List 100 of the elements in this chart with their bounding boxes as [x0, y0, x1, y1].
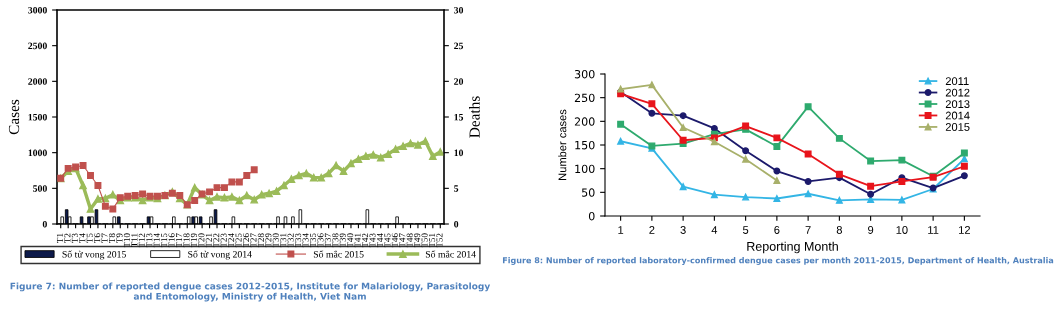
y-tick-label: 50	[582, 188, 595, 197]
x-tick-label: T41	[354, 233, 361, 248]
x-tick-label: T29	[265, 233, 272, 248]
x-tick-label: T17	[176, 233, 182, 248]
x-tick-label: 7	[805, 226, 811, 234]
x-tick-label: 8	[836, 226, 842, 234]
x-tick-label: T21	[205, 233, 212, 248]
x-tick-label: 4	[711, 226, 718, 234]
y2-tick-label: 25	[454, 42, 464, 50]
caption: Figure 8: Number of reported laboratory-confirmed dengue cases per month 2011-2015, Department of Health, Australia	[502, 257, 1054, 265]
legend-label: 2015	[945, 123, 970, 131]
y-tick-label: 300	[574, 69, 595, 79]
y-tick-label: 150	[575, 140, 595, 150]
x-tick-label: T42	[362, 233, 369, 248]
y-tick-label: 3000	[28, 6, 47, 14]
x-tick-label: T1	[56, 233, 63, 243]
x-tick-label: T26	[242, 233, 250, 248]
x-tick-label: T30	[272, 233, 279, 248]
y-axis-title: Cases	[8, 99, 20, 135]
y-tick-label: 1500	[28, 113, 47, 121]
x-tick-label: T48	[406, 233, 413, 248]
y-tick-label: 0	[588, 211, 595, 221]
x-tick-label: T46	[391, 233, 398, 248]
y2-tick-label: 30	[454, 6, 464, 14]
x-tick-label: 11	[928, 226, 939, 234]
x-tick-label: T16	[168, 233, 175, 248]
x-tick-label: T49	[414, 233, 421, 248]
y-tick-label: 2500	[28, 42, 47, 50]
y-axis-title: Number cases	[558, 109, 567, 180]
x-tick-label: 1	[618, 226, 624, 234]
x-tick-label: T11	[131, 233, 138, 248]
x-tick-label: T38	[332, 233, 339, 248]
y-tick-label: 2000	[28, 78, 47, 85]
caption: Figure 7: Number of reported dengue cases 2012-2015, Institute for Malariology, Parasitology and Entomology, Ministry of Health, Viet Nam	[10, 282, 491, 302]
x-tick-label: T50	[421, 233, 428, 248]
x-tick-label: T51	[429, 233, 436, 248]
x-tick-label: 9	[868, 226, 874, 234]
x-tick-label: T9	[116, 233, 123, 243]
y-tick-label: 500	[33, 185, 47, 192]
x-tick-label: T7	[101, 233, 108, 243]
x-tick-label: T27	[250, 233, 257, 248]
x-tick-label: T40	[347, 233, 354, 248]
y-tick-label: 0	[42, 220, 47, 228]
y-tick-label: 100	[575, 164, 595, 174]
x-tick-label: T4	[79, 233, 86, 243]
x-tick-label: T6	[94, 233, 101, 243]
x-tick-label: 6	[774, 226, 780, 234]
x-tick-label: T2	[64, 233, 71, 243]
legend-label: 2012	[945, 88, 970, 97]
x-tick-label: T5	[86, 233, 93, 243]
x-tick-label: T22	[213, 233, 220, 248]
x-tick-label: T34	[302, 233, 309, 248]
x-tick-label: T32	[287, 233, 294, 248]
y2-tick-label: 5	[454, 185, 459, 192]
x-tick-label: T39	[339, 233, 346, 248]
x-tick-label: T20	[198, 233, 205, 248]
x-tick-label: T8	[108, 233, 116, 243]
legend-label: 2013	[945, 100, 970, 108]
x-tick-label: 10	[896, 226, 908, 234]
x-tick-label: T44	[376, 233, 383, 248]
x-tick-label: T15	[161, 233, 168, 248]
x-tick-label: 3	[680, 226, 686, 234]
y2-tick-label: 10	[454, 149, 464, 157]
x-tick-label: 12	[959, 226, 970, 234]
x-tick-label: T24	[228, 233, 235, 248]
x-tick-label: T43	[369, 233, 376, 248]
y2-axis-title: Deaths	[469, 96, 480, 138]
x-tick-label: T10	[123, 233, 130, 248]
x-tick-label: T52	[436, 233, 443, 248]
x-tick-label: T35	[309, 233, 317, 248]
x-tick-label: T36	[317, 233, 324, 248]
y-tick-label: 250	[574, 93, 595, 103]
x-tick-label: T31	[280, 233, 287, 248]
x-tick-label: T45	[384, 233, 391, 248]
x-tick-label: T28	[257, 233, 264, 248]
y2-tick-label: 20	[454, 78, 464, 85]
x-tick-label: T14	[153, 233, 160, 248]
legend-label: Số tử vong 2014	[188, 250, 252, 260]
x-tick-label: 5	[742, 226, 749, 234]
legend-label: 2011	[945, 77, 969, 86]
x-tick-label: T18	[183, 233, 190, 248]
x-tick-label: T33	[295, 233, 302, 248]
x-tick-label: T47	[399, 233, 406, 248]
legend-label: Số mắc 2014	[425, 250, 476, 258]
legend-label: Số mắc 2015	[313, 250, 364, 258]
y-tick-label: 200	[574, 117, 595, 126]
x-tick-label: T37	[324, 233, 331, 248]
legend-label: Số tử vong 2015	[62, 250, 126, 260]
x-tick-label: T13	[146, 233, 153, 248]
legend-label: 2014	[945, 111, 970, 120]
x-tick-label: T25	[235, 233, 242, 248]
x-axis-title: Reporting Month	[747, 241, 838, 254]
x-tick-label: T12	[138, 233, 145, 248]
x-tick-label: T3	[71, 233, 78, 243]
x-tick-label: T19	[190, 233, 197, 248]
x-tick-label: T23	[220, 233, 227, 248]
y-tick-label: 1000	[28, 149, 47, 157]
x-tick-label: 2	[649, 226, 655, 234]
y2-tick-label: 0	[454, 220, 459, 228]
y2-tick-label: 15	[454, 113, 464, 121]
